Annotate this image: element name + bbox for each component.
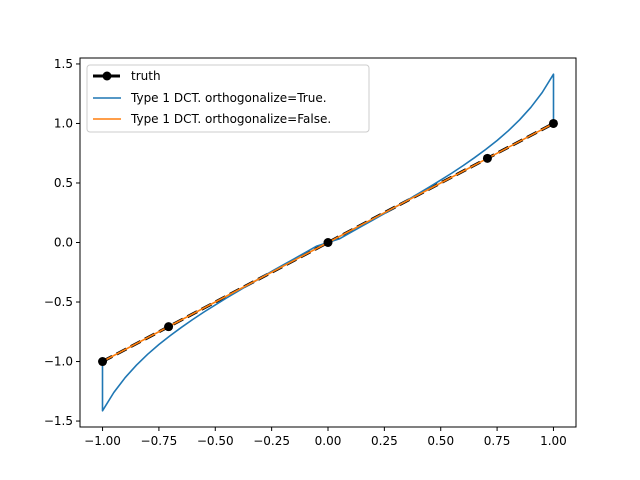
- x-tick-label: 0.50: [427, 434, 454, 448]
- x-tick-label: 1.00: [540, 434, 567, 448]
- legend-ortho-false-label: Type 1 DCT. orthogonalize=False.: [130, 112, 331, 126]
- plot-layer: [98, 73, 558, 412]
- x-tick-label: 0.75: [484, 434, 511, 448]
- truth-point: [548, 118, 558, 128]
- legend-box: [86, 64, 370, 133]
- legend-truth-label: truth: [131, 69, 161, 83]
- x-tick-label: −0.75: [141, 434, 178, 448]
- y-tick-label: 0.0: [54, 236, 73, 250]
- truth-point: [482, 153, 492, 163]
- y-tick-label: −1.0: [44, 355, 73, 369]
- legend-truth-marker: [102, 71, 112, 81]
- y-tick-label: 1.5: [54, 57, 73, 71]
- y-tick-label: −0.5: [44, 295, 73, 309]
- legend: truth Type 1 DCT. orthogonalize=True. Ty…: [86, 64, 370, 133]
- y-axis: −1.5 −1.0 −0.5 0.0 0.5 1.0 1.5: [44, 57, 80, 428]
- x-tick-label: −0.50: [197, 434, 234, 448]
- y-tick-label: 1.0: [54, 116, 73, 130]
- x-axis: −1.00 −0.75 −0.50 −0.25 0.00 0.25 0.50 0.75 1.00: [84, 427, 567, 448]
- y-tick-label: 0.5: [54, 176, 73, 190]
- truth-point: [98, 357, 108, 367]
- x-tick-label: 0.00: [315, 434, 342, 448]
- x-tick-label: 0.25: [371, 434, 398, 448]
- truth-point: [164, 322, 174, 332]
- x-tick-label: −1.00: [84, 434, 121, 448]
- y-tick-label: −1.5: [44, 414, 73, 428]
- legend-ortho-true-label: Type 1 DCT. orthogonalize=True.: [130, 91, 327, 105]
- x-tick-label: −0.25: [253, 434, 290, 448]
- truth-point: [323, 238, 333, 247]
